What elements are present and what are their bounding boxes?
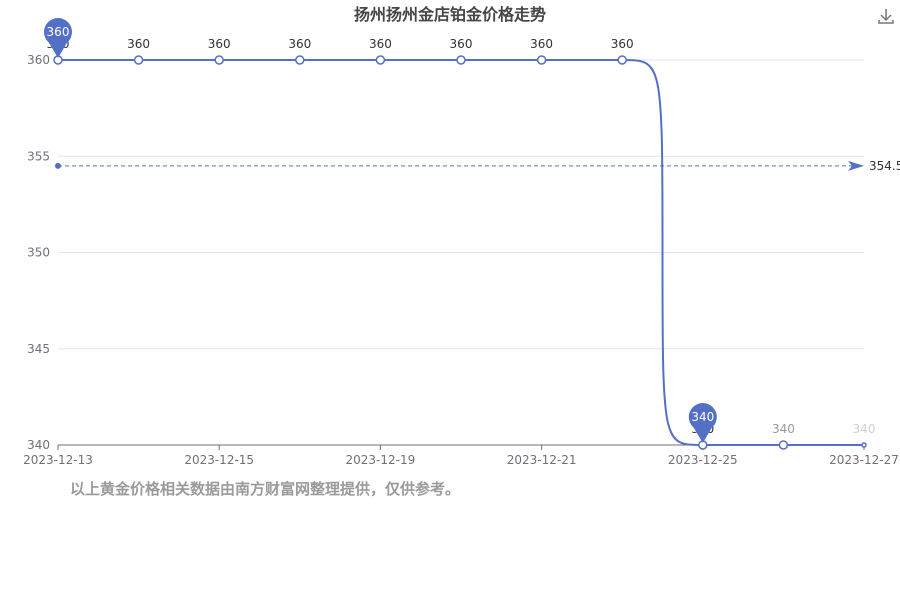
data-point (456, 55, 466, 65)
data-labels: 360360360360360360360360340340340 (47, 37, 876, 436)
data-label: 360 (450, 37, 473, 51)
y-axis: 340 345 350 355 360 (27, 53, 50, 452)
download-icon[interactable] (876, 6, 896, 26)
data-label: 340 (853, 422, 876, 436)
data-label: 360 (530, 37, 553, 51)
data-point (861, 442, 867, 448)
x-tick-label: 2023-12-13 (23, 453, 93, 467)
y-tick-label: 360 (27, 53, 50, 67)
data-label: 360 (127, 37, 150, 51)
x-tick-label: 2023-12-27 (829, 453, 899, 467)
average-arrow (848, 160, 864, 171)
data-point (536, 55, 547, 65)
chart-title: 扬州扬州金店铂金价格走势 (354, 5, 546, 24)
x-tick-label: 2023-12-15 (184, 453, 254, 467)
data-label: 340 (772, 422, 795, 436)
grid-lines (58, 59, 864, 350)
data-point (617, 55, 627, 65)
data-label: 360 (369, 37, 392, 51)
max-pin-bubble (44, 18, 72, 46)
x-axis: 2023-12-13 2023-12-15 2023-12-19 2023-12-21… (23, 444, 899, 467)
y-tick-label: 350 (27, 246, 50, 260)
min-pin-label: 340 (691, 410, 714, 424)
footnote: 以上黄金价格相关数据由南方财富网整理提供，仅供参考。 (70, 480, 461, 498)
data-label: 360 (611, 37, 634, 51)
max-pin-label: 360 (47, 25, 70, 39)
average-label: 354.5 (869, 159, 900, 173)
x-tick-label: 2023-12-21 (507, 453, 577, 467)
y-tick-label: 355 (27, 149, 50, 163)
data-point (214, 55, 224, 65)
max-pin-tail (48, 41, 68, 58)
y-tick-label: 340 (27, 438, 50, 452)
min-pin-bubble (688, 403, 717, 431)
x-tick-label: 2023-12-25 (668, 453, 738, 467)
data-point (375, 55, 386, 65)
data-point (295, 55, 305, 65)
average-line: 354.5 (55, 159, 900, 173)
min-pin-tail (692, 426, 713, 443)
y-tick-label: 345 (27, 342, 50, 356)
data-point (133, 55, 144, 65)
markers: 360 340 (44, 18, 717, 443)
data-label: 360 (288, 37, 311, 51)
data-point (778, 440, 789, 450)
x-tick-label: 2023-12-19 (346, 453, 416, 467)
data-label: 360 (208, 37, 231, 51)
data-points (53, 55, 867, 450)
